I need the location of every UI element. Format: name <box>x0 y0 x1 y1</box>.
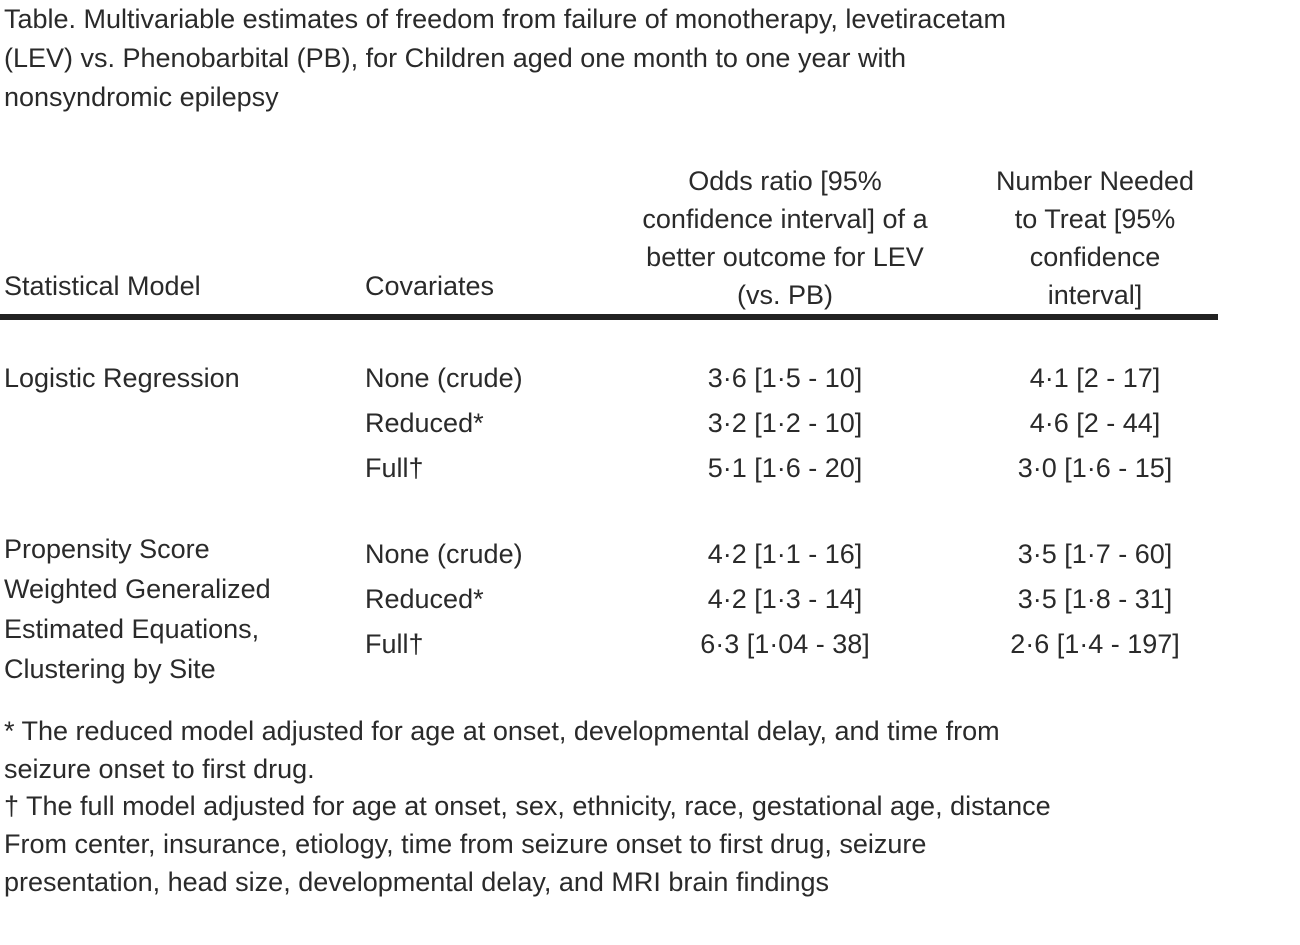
column-header-covariates: Covariates <box>365 271 495 301</box>
model-name-line: Propensity Score <box>4 534 210 564</box>
odds-ratio-cell: 5·1 [1·6 - 20] <box>707 453 863 483</box>
odds-ratio-header-line: better outcome for LEV <box>646 242 924 272</box>
caption-line-1: Table. Multivariable estimates of freedo… <box>4 4 1006 34</box>
nnt-cell: 4·1 [2 - 17] <box>1029 363 1161 393</box>
covariate-column-group-2: None (crude) Reduced* Full† <box>365 532 523 667</box>
nnt-header-line: Number Needed <box>995 166 1195 196</box>
footnote-line: From center, insurance, etiology, time f… <box>4 829 927 859</box>
nnt-header-line: confidence <box>1029 242 1161 272</box>
covariate-cell: Reduced* <box>365 408 484 438</box>
odds-ratio-cell: 3·6 [1·5 - 10] <box>707 363 863 393</box>
nnt-cell: 2·6 [1·4 - 197] <box>1010 629 1180 659</box>
model-name-line: Estimated Equations, <box>4 614 260 644</box>
model-name-propensity-score-gee: Propensity Score Weighted Generalized Es… <box>4 529 271 689</box>
footnote-line: seizure onset to first drug. <box>4 754 315 784</box>
footnote-line: * The reduced model adjusted for age at … <box>4 716 1000 746</box>
covariate-cell: None (crude) <box>365 539 523 569</box>
nnt-cell: 3·0 [1·6 - 15] <box>1017 453 1173 483</box>
header-divider-rule <box>0 314 1218 320</box>
nnt-column-group-1: 4·1 [2 - 17] 4·6 [2 - 44] 3·0 [1·6 - 15] <box>955 356 1235 491</box>
footnote-full-model: † The full model adjusted for age at ons… <box>4 787 1234 901</box>
column-header-odds-ratio: Odds ratio [95% confidence interval] of … <box>600 162 970 314</box>
odds-ratio-cell: 4·2 [1·1 - 16] <box>707 539 863 569</box>
table-caption: Table. Multivariable estimates of freedo… <box>4 0 1184 117</box>
odds-ratio-cell: 3·2 [1·2 - 10] <box>707 408 863 438</box>
odds-ratio-header-line: (vs. PB) <box>736 280 833 310</box>
model-name-logistic-regression: Logistic Regression <box>4 356 240 401</box>
odds-ratio-column-group-2: 4·2 [1·1 - 16] 4·2 [1·3 - 14] 6·3 [1·04 … <box>600 532 970 667</box>
odds-ratio-column-group-1: 3·6 [1·5 - 10] 3·2 [1·2 - 10] 5·1 [1·6 -… <box>600 356 970 491</box>
odds-ratio-header-line: Odds ratio [95% <box>688 166 882 196</box>
covariate-cell: Reduced* <box>365 584 484 614</box>
covariate-cell: None (crude) <box>365 363 523 393</box>
odds-ratio-cell: 4·2 [1·3 - 14] <box>707 584 863 614</box>
caption-line-2: (LEV) vs. Phenobarbital (PB), for Childr… <box>4 43 906 73</box>
odds-ratio-header-line: confidence interval] of a <box>642 204 928 234</box>
model-name-line: Clustering by Site <box>4 654 216 684</box>
model-name-line: Weighted Generalized <box>4 574 271 604</box>
nnt-cell: 3·5 [1·7 - 60] <box>1017 539 1173 569</box>
covariate-cell: Full† <box>365 629 424 659</box>
nnt-cell: 3·5 [1·8 - 31] <box>1017 584 1173 614</box>
covariate-column-group-1: None (crude) Reduced* Full† <box>365 356 523 491</box>
nnt-column-group-2: 3·5 [1·7 - 60] 3·5 [1·8 - 31] 2·6 [1·4 -… <box>955 532 1235 667</box>
column-header-statistical-model: Statistical Model <box>4 271 201 301</box>
footnote-line: † The full model adjusted for age at ons… <box>4 791 1051 821</box>
nnt-header-line: interval] <box>1047 280 1143 310</box>
column-header-nnt: Number Needed to Treat [95% confidence i… <box>955 162 1235 314</box>
nnt-header-line: to Treat [95% <box>1014 204 1176 234</box>
model-name-line: Logistic Regression <box>4 363 240 393</box>
covariate-cell: Full† <box>365 453 424 483</box>
footnote-line: presentation, head size, developmental d… <box>4 867 830 897</box>
odds-ratio-cell: 6·3 [1·04 - 38] <box>700 629 870 659</box>
caption-line-3: nonsyndromic epilepsy <box>4 82 279 112</box>
nnt-cell: 4·6 [2 - 44] <box>1029 408 1161 438</box>
footnote-reduced-model: * The reduced model adjusted for age at … <box>4 712 1234 788</box>
